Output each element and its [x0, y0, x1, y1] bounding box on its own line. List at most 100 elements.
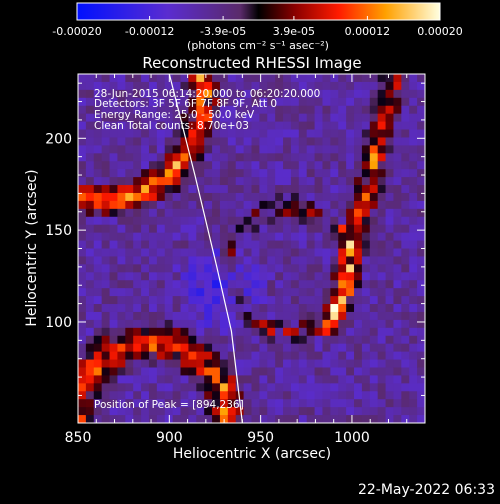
heatmap-pixel — [290, 399, 300, 408]
heatmap-pixel — [85, 113, 95, 123]
heatmap-pixel — [346, 153, 355, 162]
heatmap-pixel — [133, 81, 142, 91]
heatmap-pixel — [330, 304, 339, 313]
heatmap-pixel — [212, 74, 221, 83]
heatmap-pixel — [346, 105, 355, 115]
heatmap-pixel — [401, 200, 410, 210]
heatmap-pixel — [393, 304, 402, 313]
heatmap-pixel — [369, 97, 379, 107]
heatmap-pixel — [338, 256, 347, 265]
heatmap-pixel — [93, 304, 103, 313]
heatmap-pixel — [133, 359, 142, 368]
heatmap-pixel — [251, 311, 260, 321]
heatmap-pixel — [180, 391, 189, 400]
heatmap-pixel — [385, 375, 394, 384]
heatmap-pixel — [148, 367, 158, 376]
heatmap-pixel — [401, 137, 410, 146]
heatmap-pixel — [306, 74, 316, 83]
heatmap-pixel — [219, 105, 229, 115]
heatmap-pixel — [338, 391, 347, 400]
heatmap-pixel — [298, 137, 308, 146]
heatmap-pixel — [172, 335, 182, 345]
heatmap-pixel — [290, 248, 300, 257]
heatmap-pixel — [227, 415, 237, 423]
heatmap-pixel — [78, 415, 87, 423]
heatmap-pixel — [322, 415, 331, 423]
heatmap-pixel — [306, 129, 316, 138]
heatmap-pixel — [322, 216, 331, 226]
heatmap-pixel — [141, 304, 150, 313]
heatmap-pixel — [85, 208, 95, 218]
heatmap-pixel — [267, 367, 276, 376]
heatmap-pixel — [290, 153, 300, 162]
heatmap-pixel — [156, 224, 166, 234]
heatmap-pixel — [219, 200, 229, 210]
heatmap-pixel — [417, 415, 425, 423]
annotations: 28-Jun-2015 06:14:20.000 to 06:20:20.000… — [94, 88, 320, 411]
heatmap-pixel — [361, 351, 371, 361]
heatmap-pixel — [141, 375, 150, 384]
heatmap-pixel — [306, 415, 316, 423]
heatmap-pixel — [164, 264, 174, 273]
heatmap-pixel — [346, 304, 355, 313]
heatmap-pixel — [354, 407, 363, 416]
heatmap-pixel — [267, 192, 276, 202]
heatmap-pixel — [330, 137, 339, 146]
heatmap-pixel — [212, 240, 221, 249]
heatmap-pixel — [141, 319, 150, 329]
heatmap-pixel — [290, 359, 300, 368]
heatmap-pixel — [93, 185, 103, 194]
heatmap-pixel — [227, 192, 237, 202]
heatmap-pixel — [314, 169, 323, 178]
heatmap-pixel — [219, 153, 229, 162]
heatmap-pixel — [251, 224, 260, 234]
heatmap-pixel — [93, 74, 103, 83]
heatmap-pixel — [298, 153, 308, 162]
heatmap-pixel — [212, 185, 221, 194]
heatmap-pixel — [385, 240, 394, 249]
heatmap-pixel — [369, 383, 379, 392]
heatmap-pixel — [180, 296, 189, 305]
heatmap-pixel — [148, 97, 158, 107]
heatmap-pixel — [275, 248, 284, 257]
heatmap-pixel — [141, 367, 150, 376]
heatmap-pixel — [78, 248, 87, 257]
heatmap-pixel — [283, 264, 292, 273]
heatmap-pixel — [290, 415, 300, 423]
heatmap-pixel — [361, 327, 371, 337]
heatmap-pixel — [164, 280, 174, 289]
heatmap-pixel — [283, 208, 292, 218]
heatmap-pixel — [330, 272, 339, 281]
heatmap-pixel — [164, 169, 174, 178]
heatmap-pixel — [85, 311, 95, 321]
heatmap-pixel — [243, 169, 252, 178]
heatmap-pixel — [330, 288, 339, 297]
heatmap-pixel — [401, 232, 410, 242]
heatmap-pixel — [172, 208, 182, 218]
heatmap-pixel — [243, 105, 252, 115]
heatmap-pixel — [267, 391, 276, 400]
heatmap-pixel — [148, 185, 158, 194]
heatmap-pixel — [267, 335, 276, 345]
heatmap-pixel — [78, 177, 87, 186]
heatmap-pixel — [275, 177, 284, 186]
heatmap-pixel — [369, 177, 379, 186]
heatmap-pixel — [298, 145, 308, 154]
heatmap-pixel — [219, 351, 229, 361]
annotation-line: Detectors: 3F 5F 6F 7F 8F 9F, Att 0 — [94, 98, 277, 110]
heatmap-pixel — [180, 169, 189, 178]
heatmap-pixel — [401, 74, 410, 83]
heatmap-pixel — [409, 208, 418, 218]
y-axis-label: Heliocentric Y (arcsec) — [24, 169, 40, 326]
heatmap-pixel — [259, 383, 268, 392]
heatmap-pixel — [417, 200, 425, 210]
heatmap-pixel — [133, 335, 142, 345]
heatmap-pixel — [172, 327, 182, 337]
heatmap-pixel — [204, 81, 213, 91]
heatmap-pixel — [417, 240, 425, 249]
heatmap-pixel — [101, 129, 111, 138]
heatmap-pixel — [409, 81, 418, 91]
heatmap-pixel — [78, 208, 87, 218]
heatmap-pixel — [322, 359, 331, 368]
heatmap-pixel — [346, 97, 355, 107]
